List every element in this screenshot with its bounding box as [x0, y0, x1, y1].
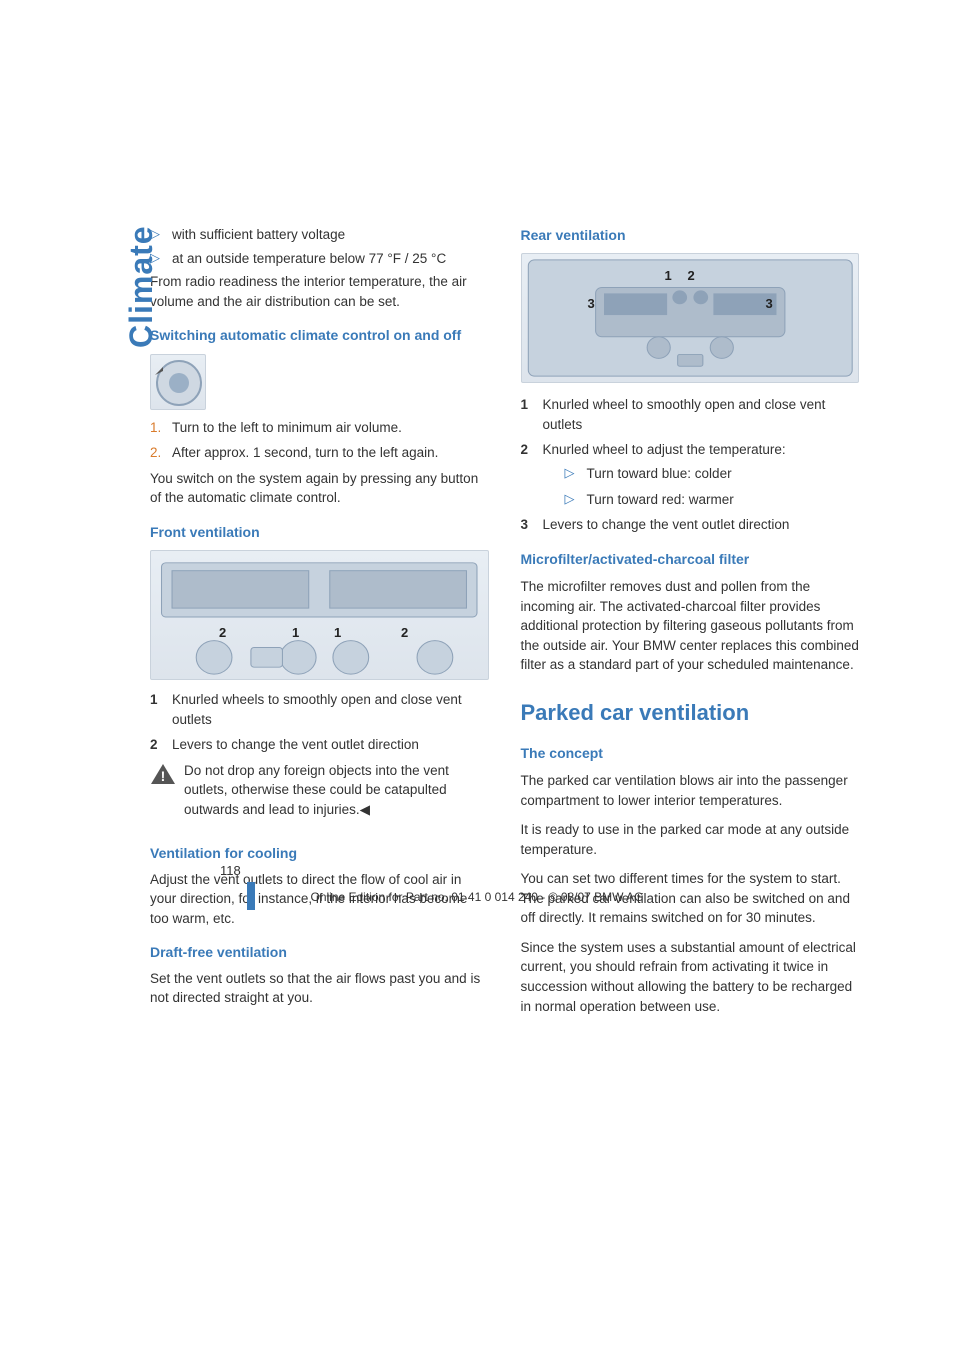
heading-cooling: Ventilation for cooling: [150, 843, 489, 863]
heading-rear-vent: Rear ventilation: [521, 225, 860, 245]
heading-draft-free: Draft-free ventilation: [150, 942, 489, 962]
list-item: 1Knurled wheel to smoothly open and clos…: [521, 395, 860, 434]
list-item: 2.After approx. 1 second, turn to the le…: [150, 443, 489, 463]
body-text: The parked car ventilation blows air int…: [521, 771, 860, 810]
front-vent-illustration: 2 1 1 2: [150, 550, 489, 680]
footer-text: Online Edition for Part no. 01 41 0 014 …: [0, 889, 954, 906]
rear-vent-defs: 1Knurled wheel to smoothly open and clos…: [521, 395, 860, 534]
heading-concept: The concept: [521, 743, 860, 763]
callout-label: 1: [292, 624, 299, 643]
step-list: 1.Turn to the left to minimum air volume…: [150, 418, 489, 463]
heading-parked-car: Parked car ventilation: [521, 697, 860, 729]
prereq-list: with sufficient battery voltage at an ou…: [150, 225, 489, 268]
list-item: with sufficient battery voltage: [150, 225, 489, 245]
sub-list: Turn toward blue: colder Turn toward red…: [543, 464, 860, 509]
body-text: You switch on the system again by pressi…: [150, 469, 489, 508]
body-text: Set the vent outlets so that the air flo…: [150, 969, 489, 1008]
list-item: 1.Turn to the left to minimum air volume…: [150, 418, 489, 438]
heading-microfilter: Microfilter/activated-charcoal filter: [521, 549, 860, 569]
callout-label: 3: [766, 295, 773, 314]
list-item: 1Knurled wheels to smoothly open and clo…: [150, 690, 489, 729]
list-item: 2Knurled wheel to adjust the temperature…: [521, 440, 860, 509]
dial-illustration: [150, 354, 206, 410]
warning-text: Do not drop any foreign objects into the…: [184, 761, 489, 820]
def-text: Knurled wheel to adjust the temperature:: [543, 442, 786, 457]
callout-label: 2: [688, 267, 695, 286]
body-text: It is ready to use in the parked car mod…: [521, 820, 860, 859]
callout-label: 3: [588, 295, 595, 314]
callout-label: 1: [334, 624, 341, 643]
def-text: Levers to change the vent outlet directi…: [543, 517, 790, 532]
page-number: 118: [220, 862, 241, 881]
list-item: Turn toward red: warmer: [565, 490, 860, 510]
list-item: 2Levers to change the vent outlet direct…: [150, 735, 489, 755]
callout-label: 2: [401, 624, 408, 643]
rear-vent-illustration: 1 2 3 3: [521, 253, 860, 383]
def-text: Knurled wheel to smoothly open and close…: [543, 397, 826, 432]
step-text: After approx. 1 second, turn to the left…: [172, 445, 438, 460]
heading-front-vent: Front ventilation: [150, 522, 489, 542]
heading-switching: Switching automatic climate control on a…: [150, 325, 489, 345]
warning-icon: !: [150, 763, 176, 785]
callout-label: 2: [219, 624, 226, 643]
step-text: Turn to the left to minimum air volume.: [172, 420, 402, 435]
front-vent-defs: 1Knurled wheels to smoothly open and clo…: [150, 690, 489, 755]
list-item: at an outside temperature below 77 °F / …: [150, 249, 489, 269]
def-text: Levers to change the vent outlet directi…: [172, 737, 419, 752]
body-text: From radio readiness the interior temper…: [150, 272, 489, 311]
def-text: Knurled wheels to smoothly open and clos…: [172, 692, 462, 727]
list-item: 3Levers to change the vent outlet direct…: [521, 515, 860, 535]
body-text: Since the system uses a substantial amou…: [521, 938, 860, 1016]
body-text: The microfilter removes dust and pollen …: [521, 577, 860, 675]
warning-block: ! Do not drop any foreign objects into t…: [150, 761, 489, 830]
callout-label: 1: [665, 267, 672, 286]
list-item: Turn toward blue: colder: [565, 464, 860, 484]
svg-text:!: !: [161, 768, 166, 784]
